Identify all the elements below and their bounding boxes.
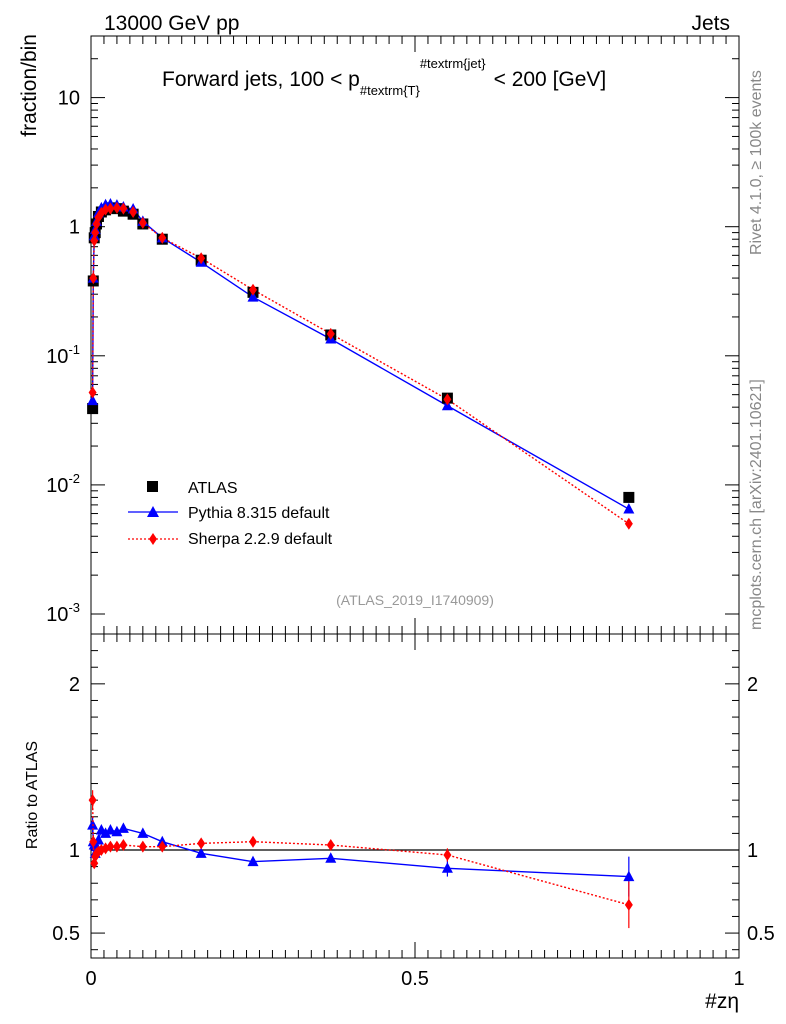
ratio-sherpa-point	[106, 840, 115, 853]
ratio-y-tick-label: 1	[69, 840, 80, 862]
sherpa-point	[101, 203, 110, 216]
ratio-sherpa-point	[112, 840, 121, 853]
legend: ATLAS Pythia 8.315 default Sherpa 2.2.9 …	[128, 480, 333, 548]
ratio-sherpa-point	[443, 848, 452, 861]
ratio-panel: 0 0.5 1 0.5 0.5 1 1 2 2	[52, 633, 775, 990]
ratio-sherpa-point	[197, 837, 206, 850]
legend-atlas: ATLAS	[147, 480, 238, 497]
ratio-frame	[90, 633, 740, 959]
sherpa-point	[443, 393, 452, 406]
ratio-pythia-point	[195, 847, 207, 858]
y-tick-label: 10-2	[46, 471, 80, 497]
y-tick-label-base: 10	[46, 475, 68, 497]
x-tick-label: 1	[733, 968, 744, 990]
ratio-pythia-point	[111, 825, 123, 837]
y-tick-label-exp: -3	[68, 600, 80, 615]
sherpa-point	[91, 226, 100, 239]
sherpa-point	[197, 252, 206, 265]
ratio-y-tick-label-right: 2	[747, 674, 758, 696]
mcplots-label: mcplots.cern.ch [arXiv:2401.10621]	[748, 379, 765, 630]
sherpa-point	[89, 272, 98, 285]
analysis-id: (ATLAS_2019_I1740909)	[336, 592, 494, 608]
y-tick-label: 1	[69, 217, 80, 239]
sherpa-point	[88, 386, 97, 399]
legend-atlas-marker	[147, 481, 158, 492]
x-axis-label: #zη	[705, 990, 739, 1013]
pythia-point	[623, 503, 635, 514]
title-sub: #textrm{T}	[360, 83, 421, 98]
ratio-sherpa-line	[91, 800, 630, 906]
ratio-pythia-point	[104, 824, 116, 835]
title-sup: #textrm{jet}	[420, 56, 486, 71]
pythia-line	[91, 203, 630, 510]
sherpa-point	[624, 517, 633, 530]
main-title: Forward jets, 100 < p#textrm{T} #textrm{j…	[162, 56, 606, 98]
legend-sherpa-label: Sherpa 2.2.9 default	[188, 531, 333, 548]
x-tick-label: 0	[85, 968, 96, 990]
legend-sherpa: Sherpa 2.2.9 default	[128, 531, 333, 548]
ratio-sherpa-point	[88, 794, 97, 807]
ratio-pythia-point	[100, 827, 112, 838]
atlas-point	[87, 403, 99, 415]
ratio-sherpa-point	[158, 840, 167, 853]
rivet-label: Rivet 4.1.0, ≥ 100k events	[748, 70, 765, 255]
x-tick-label: 0.5	[401, 968, 429, 990]
y-tick-label-base: 1	[69, 217, 80, 239]
y-tick-label-exp: -2	[68, 471, 80, 486]
ratio-sherpa-point	[326, 839, 335, 852]
sherpa-point	[90, 234, 99, 247]
ratio-pythia-point	[247, 855, 259, 867]
sherpa-point	[249, 283, 257, 296]
ratio-pythia-point	[325, 852, 337, 863]
y-tick-label-base: 10	[46, 604, 68, 626]
y-axis-label-ratio: Ratio to ATLAS	[24, 741, 41, 849]
ratio-y-tick-label-right: 1	[747, 840, 758, 862]
ratio-pythia-point	[117, 822, 129, 833]
ratio-sherpa-point	[138, 840, 147, 853]
sherpa-point	[129, 205, 138, 218]
y-tick-label: 10-1	[46, 342, 80, 368]
ratio-y-tick-label-right: 0.5	[747, 923, 775, 945]
sherpa-point	[112, 201, 121, 214]
pythia-point	[87, 394, 99, 406]
ratio-sherpa-point	[89, 835, 98, 848]
title-end: < 200 [GeV]	[494, 68, 607, 91]
ratio-sherpa-point	[119, 839, 128, 852]
sherpa-point	[326, 327, 335, 340]
sherpa-line	[91, 207, 630, 525]
legend-sherpa-marker	[149, 533, 157, 545]
legend-pythia-marker	[147, 506, 159, 517]
y-axis-label-main: fraction/bin	[18, 34, 41, 137]
y-tick-label: 10	[58, 88, 80, 110]
y-tick-label: 10-3	[46, 600, 80, 626]
sherpa-point	[106, 202, 115, 215]
ratio-sherpa-point	[624, 898, 633, 911]
ratio-pythia-point	[441, 862, 453, 873]
sherpa-point	[119, 202, 128, 215]
legend-pythia-label: Pythia 8.315 default	[188, 505, 330, 522]
ratio-pythia-point	[623, 870, 635, 882]
y-tick-label-base: 10	[46, 346, 68, 368]
y-tick-label-exp: -1	[68, 342, 80, 357]
atlas-point	[623, 491, 635, 503]
y-tick-label-base: 10	[58, 88, 80, 110]
ratio-pythia-point	[137, 827, 149, 838]
ratio-y-tick-label: 2	[69, 674, 80, 696]
sherpa-point	[158, 231, 167, 244]
legend-pythia: Pythia 8.315 default	[128, 505, 330, 522]
header-left: 13000 GeV pp	[104, 12, 239, 35]
legend-atlas-label: ATLAS	[188, 480, 238, 497]
title-main: Forward jets, 100 < p	[162, 68, 360, 91]
ratio-sherpa-point	[249, 835, 257, 848]
header-right: Jets	[691, 12, 730, 35]
ratio-y-tick-label: 0.5	[52, 923, 80, 945]
pythia-point	[247, 291, 259, 302]
sherpa-point	[138, 216, 147, 229]
ratio-pythia-line	[91, 825, 629, 878]
